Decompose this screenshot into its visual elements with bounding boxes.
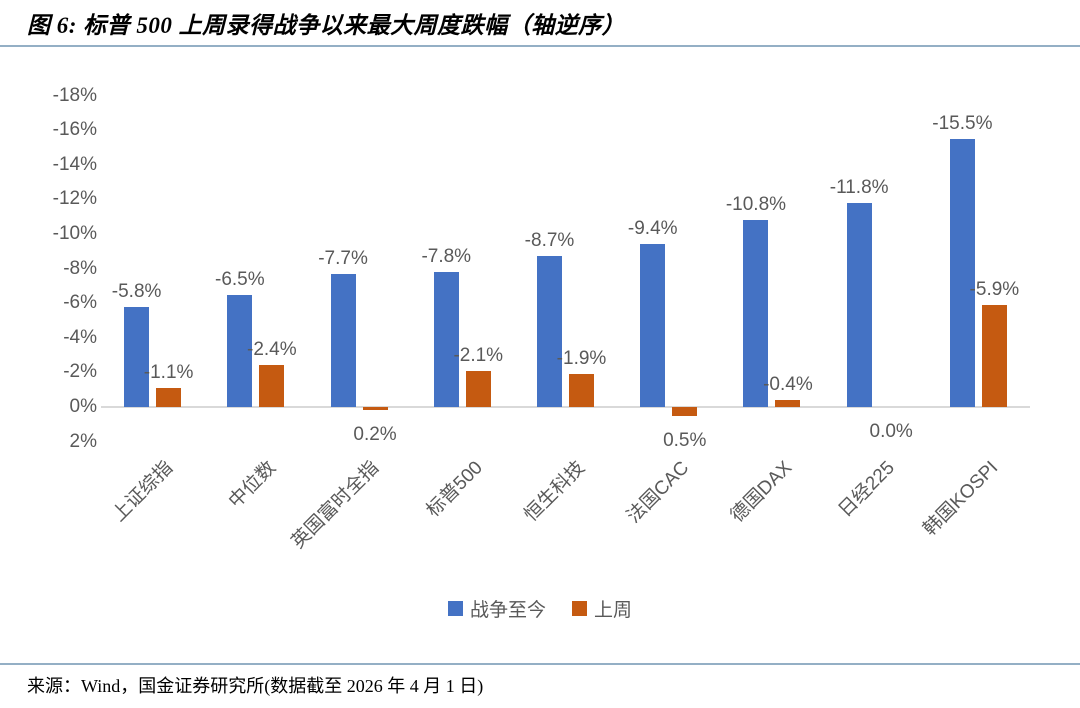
data-label-上周-标普500: -2.1% <box>453 344 504 366</box>
category-label-中位数: 中位数 <box>224 457 280 513</box>
category-label-日经225: 日经225 <box>835 457 900 522</box>
y-axis-tick: -14% <box>52 153 97 175</box>
y-axis-tick: -10% <box>52 223 97 244</box>
data-label-上周-德国DAX: -0.4% <box>763 374 813 396</box>
data-label-战争至今-韩国KOSPI: -15.5% <box>932 112 993 134</box>
bar-战争至今-英国富时全指 <box>330 273 356 407</box>
source-note: 来源：Wind，国金证券研究所(数据截至 2026 年 4 月 1 日) <box>27 676 484 696</box>
bar-战争至今-韩国KOSPI <box>949 138 975 407</box>
y-axis-tick: -6% <box>63 292 97 314</box>
data-label-战争至今-英国富时全指: -7.7% <box>318 247 368 269</box>
bar-上周-德国DAX <box>775 400 801 407</box>
bar-战争至今-法国CAC <box>640 244 666 407</box>
y-axis-tick: -12% <box>52 188 97 210</box>
category-label-德国DAX: 德国DAX <box>726 457 797 527</box>
data-label-战争至今-中位数: -6.5% <box>215 268 265 290</box>
y-axis-tick: -2% <box>63 361 97 383</box>
legend-label: 战争至今 <box>469 600 546 621</box>
legend-entry-战争至今: 战争至今 <box>447 595 546 622</box>
data-label-上周-恒生科技: -1.9% <box>556 348 607 370</box>
bar-上周-恒生科技 <box>569 374 594 407</box>
category-label-英国富时全指: 英国富时全指 <box>287 457 384 553</box>
y-axis-tick: 0% <box>69 396 97 417</box>
bar-上周-上证综指 <box>156 387 182 407</box>
bar-战争至今-德国DAX <box>743 220 769 407</box>
data-label-战争至今-上证综指: -5.8% <box>111 280 162 302</box>
y-axis-tick: -4% <box>63 326 97 348</box>
y-axis-tick: 2% <box>69 430 97 452</box>
legend-swatch-icon <box>572 601 587 616</box>
category-label-法国CAC: 法国CAC <box>622 457 693 528</box>
data-label-上周-韩国KOSPI: -5.9% <box>969 278 1020 300</box>
data-label-上周-英国富时全指: 0.2% <box>353 424 397 446</box>
data-label-战争至今-德国DAX: -10.8% <box>725 194 787 216</box>
data-label-战争至今-法国CAC: -9.4% <box>627 218 678 240</box>
bar-战争至今-日经225 <box>846 202 872 407</box>
title-divider <box>0 45 1080 47</box>
bar-战争至今-恒生科技 <box>537 256 562 407</box>
bar-上周-法国CAC <box>672 407 698 416</box>
y-axis-tick: -16% <box>52 119 97 141</box>
category-label-标普500: 标普500 <box>422 457 487 522</box>
y-axis-tick: -18% <box>52 84 97 106</box>
data-label-战争至今-标普500: -7.8% <box>421 246 472 268</box>
bar-上周-英国富时全指 <box>362 407 388 411</box>
data-label-上周-中位数: -2.4% <box>247 339 297 361</box>
bar-上周-韩国KOSPI <box>981 304 1007 407</box>
data-label-战争至今-恒生科技: -8.7% <box>524 230 575 252</box>
x-axis-line <box>101 406 1030 408</box>
chart-legend: 战争至今 上周 <box>0 595 1080 622</box>
bar-战争至今-标普500 <box>433 272 459 407</box>
bar-上周-中位数 <box>259 365 285 407</box>
category-label-韩国KOSPI: 韩国KOSPI <box>919 457 1003 541</box>
figure-title: 图 6: 标普 500 上周录得战争以来最大周度跌幅（轴逆序） <box>27 13 626 38</box>
data-label-上周-日经225: 0.0% <box>869 421 913 442</box>
category-label-上证综指: 上证综指 <box>108 457 177 526</box>
bar-上周-标普500 <box>465 370 491 407</box>
footer-divider <box>0 663 1080 665</box>
data-label-上周-上证综指: -1.1% <box>143 361 194 383</box>
bar-战争至今-上证综指 <box>124 306 150 407</box>
data-label-战争至今-日经225: -11.8% <box>829 176 889 198</box>
category-label-恒生科技: 恒生科技 <box>521 457 590 526</box>
data-label-上周-法国CAC: 0.5% <box>663 429 707 451</box>
legend-swatch-icon <box>447 601 463 616</box>
legend-label: 上周 <box>594 600 633 621</box>
bar-战争至今-中位数 <box>227 294 253 407</box>
legend-entry-上周: 上周 <box>572 595 632 622</box>
y-axis-tick: -8% <box>63 257 97 279</box>
